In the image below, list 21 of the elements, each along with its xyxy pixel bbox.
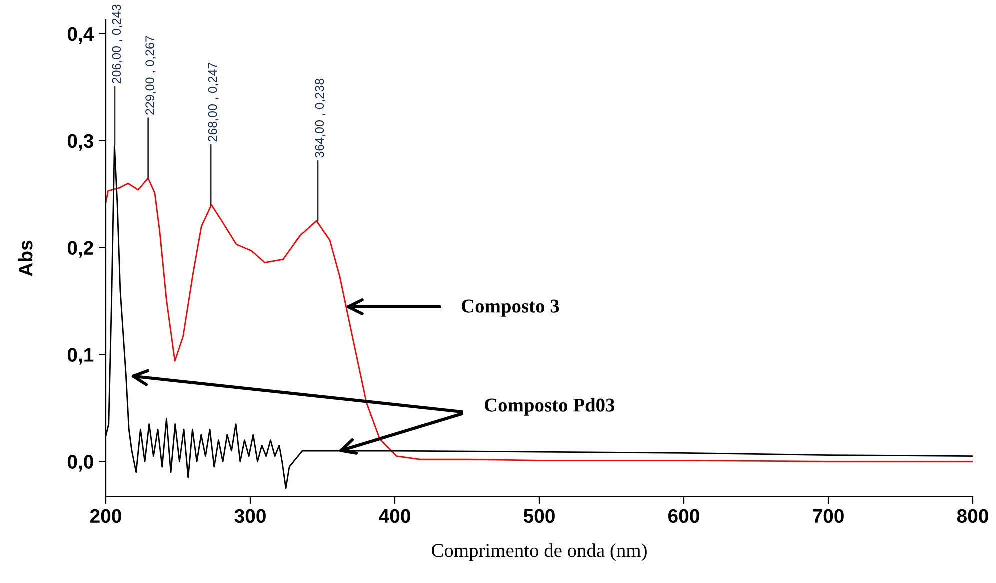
x-tick-label: 700: [813, 509, 844, 524]
y-tick-label: 0,1: [68, 348, 94, 365]
x-tick-label: 500: [524, 509, 555, 524]
annotation: Composto Pd03: [484, 398, 615, 416]
annotation: 229,00 , 0,267: [146, 36, 156, 115]
y-tick-label: 0,4: [68, 27, 94, 44]
annotation: 206,00 , 0,243: [112, 4, 123, 84]
y-tick-label: 0,0: [68, 455, 94, 472]
y-tick-label: 0,3: [68, 134, 94, 151]
x-axis-title: Comprimento de onda (nm): [432, 544, 647, 562]
x-tick-label: 800: [957, 509, 988, 524]
x-tick-label: 600: [668, 509, 700, 524]
y-axis-title: Abs: [18, 240, 33, 276]
annotation: 364,00 , 0,238: [315, 78, 326, 158]
x-tick-label: 400: [379, 509, 410, 524]
annotation: 268,00 , 0,247: [208, 62, 219, 142]
annotation: Composto 3: [462, 300, 560, 317]
x-tick-label: 300: [234, 509, 266, 524]
y-tick-label: 0,2: [68, 241, 94, 258]
x-tick-label: 200: [90, 509, 122, 524]
line-series: [106, 178, 973, 462]
